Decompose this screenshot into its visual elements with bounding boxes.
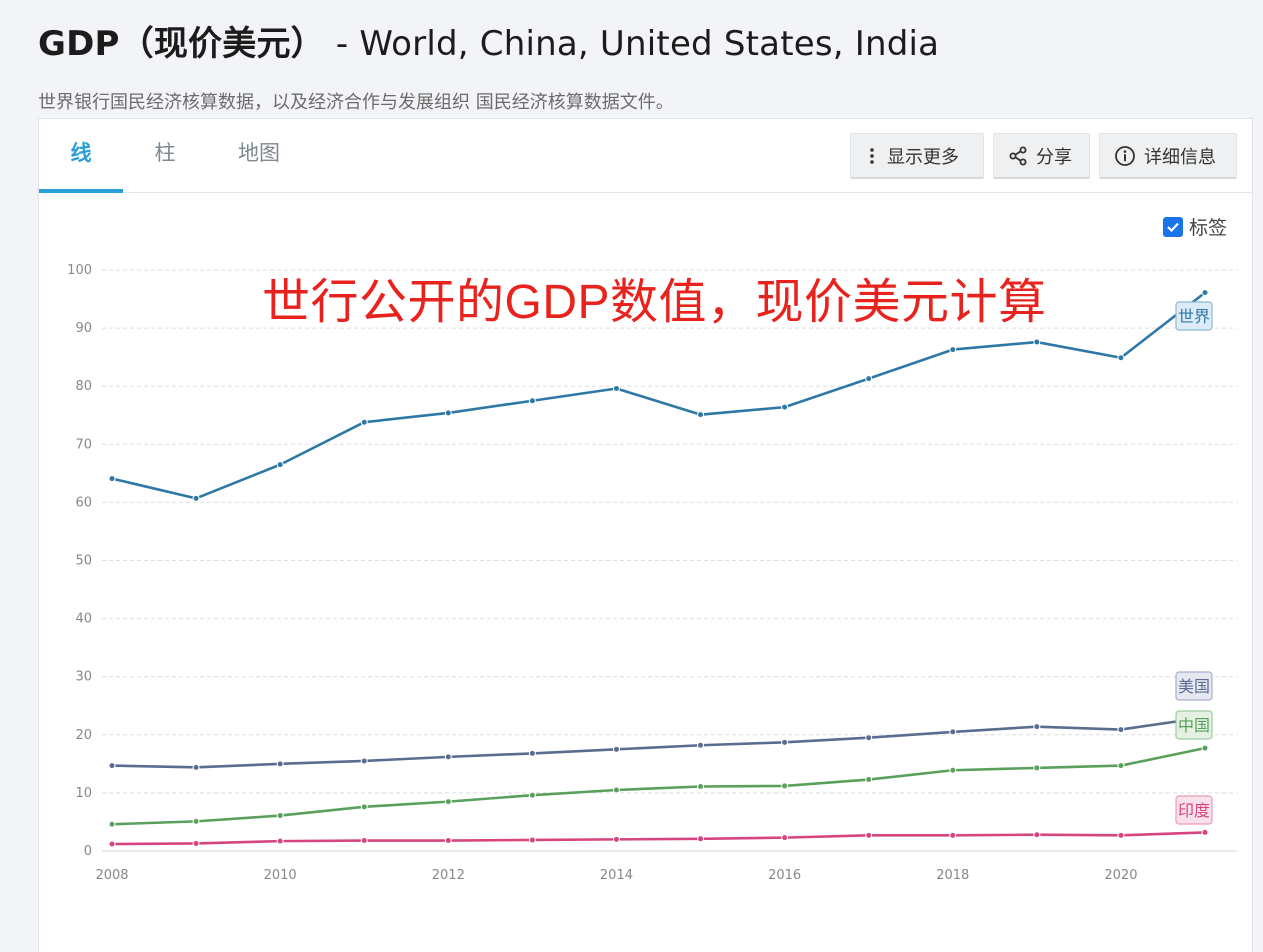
- data-point: [950, 832, 956, 838]
- data-point: [782, 739, 788, 745]
- data-point: [277, 838, 283, 844]
- data-point: [1118, 727, 1124, 733]
- series-label: 中国: [1178, 716, 1210, 735]
- chart-annotation: 世行公开的GDP数值，现价美元计算: [262, 262, 1047, 332]
- x-tick-label: 2010: [264, 868, 297, 883]
- data-point: [950, 729, 956, 735]
- data-point: [277, 813, 283, 819]
- data-point: [782, 783, 788, 789]
- data-point: [698, 742, 704, 748]
- y-tick-label: 60: [75, 495, 92, 510]
- data-point: [698, 784, 704, 790]
- data-point: [866, 832, 872, 838]
- data-point: [613, 746, 619, 752]
- x-tick-label: 2020: [1104, 868, 1137, 883]
- series-label: 世界: [1178, 307, 1210, 326]
- data-point: [361, 419, 367, 425]
- x-tick-label: 2008: [95, 868, 128, 883]
- data-point: [445, 410, 451, 416]
- data-point: [950, 767, 956, 773]
- data-point: [193, 764, 199, 770]
- data-point: [109, 476, 115, 482]
- data-point: [613, 787, 619, 793]
- data-point: [1202, 290, 1208, 296]
- data-point: [361, 838, 367, 844]
- y-tick-label: 10: [75, 786, 92, 801]
- data-point: [529, 398, 535, 404]
- data-point: [361, 758, 367, 764]
- data-point: [193, 840, 199, 846]
- series-line-1: [112, 717, 1205, 767]
- series-label: 印度: [1178, 801, 1210, 820]
- y-tick-label: 50: [75, 554, 92, 569]
- data-point: [782, 835, 788, 841]
- data-point: [1034, 724, 1040, 730]
- data-point: [277, 761, 283, 767]
- data-point: [277, 462, 283, 468]
- data-point: [445, 838, 451, 844]
- data-point: [1118, 763, 1124, 769]
- data-point: [1202, 829, 1208, 835]
- data-point: [109, 763, 115, 769]
- data-point: [1118, 355, 1124, 361]
- y-tick-label: 80: [75, 379, 92, 394]
- series-line-3: [112, 832, 1205, 844]
- y-tick-label: 30: [75, 670, 92, 685]
- y-tick-label: 40: [75, 612, 92, 627]
- series-line-2: [112, 748, 1205, 824]
- y-tick-label: 100: [67, 263, 92, 278]
- data-point: [613, 386, 619, 392]
- data-point: [1202, 745, 1208, 751]
- y-tick-label: 0: [84, 844, 92, 859]
- data-point: [1034, 339, 1040, 345]
- data-point: [529, 792, 535, 798]
- data-point: [109, 841, 115, 847]
- data-point: [1034, 832, 1040, 838]
- x-tick-label: 2012: [432, 868, 465, 883]
- data-point: [529, 750, 535, 756]
- data-point: [698, 412, 704, 418]
- data-point: [193, 818, 199, 824]
- data-point: [950, 347, 956, 353]
- data-point: [445, 754, 451, 760]
- data-point: [866, 777, 872, 783]
- data-point: [1118, 832, 1124, 838]
- data-point: [193, 495, 199, 501]
- data-point: [1034, 765, 1040, 771]
- y-tick-label: 90: [75, 321, 92, 336]
- data-point: [613, 836, 619, 842]
- series-label: 美国: [1178, 677, 1210, 696]
- x-tick-label: 2018: [936, 868, 969, 883]
- data-point: [529, 837, 535, 843]
- data-point: [866, 376, 872, 382]
- data-point: [782, 404, 788, 410]
- data-point: [866, 735, 872, 741]
- y-tick-label: 70: [75, 437, 92, 452]
- y-tick-label: 20: [75, 728, 92, 743]
- x-tick-label: 2016: [768, 868, 801, 883]
- data-point: [109, 821, 115, 827]
- data-point: [361, 804, 367, 810]
- x-tick-label: 2014: [600, 868, 633, 883]
- data-point: [698, 836, 704, 842]
- data-point: [445, 799, 451, 805]
